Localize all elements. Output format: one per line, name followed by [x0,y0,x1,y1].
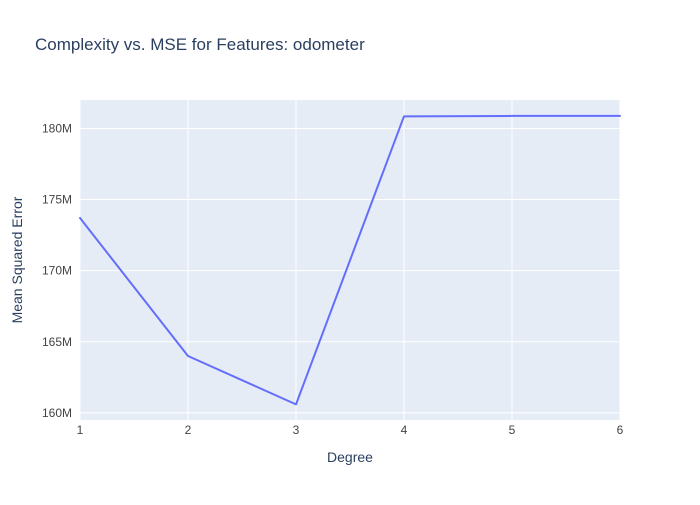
x-axis-title: Degree [327,449,373,465]
x-tick-label-6: 6 [617,423,624,437]
y-axis-title: Mean Squared Error [9,196,25,323]
x-tick-label-4: 4 [401,423,408,437]
y-tick-label-175m: 175M [42,193,72,207]
y-tick-label-170m: 170M [42,264,72,278]
x-tick-layer: 1 2 3 4 5 6 [77,423,624,437]
series-line-1 [79,114,621,406]
chart-title: Complexity vs. MSE for Features: odomete… [35,35,365,54]
y-tick-layer: 160M 165M 170M 175M 180M [42,121,72,419]
x-tick-label-3: 3 [293,423,300,437]
x-tick-label-1: 1 [77,423,84,437]
y-tick-label-160m: 160M [42,406,72,420]
grid-layer [79,100,621,420]
series-layer [79,114,621,406]
x-tick-label-5: 5 [509,423,516,437]
x-tick-label-2: 2 [185,423,192,437]
y-tick-label-180m: 180M [42,121,72,135]
y-tick-label-165m: 165M [42,335,72,349]
